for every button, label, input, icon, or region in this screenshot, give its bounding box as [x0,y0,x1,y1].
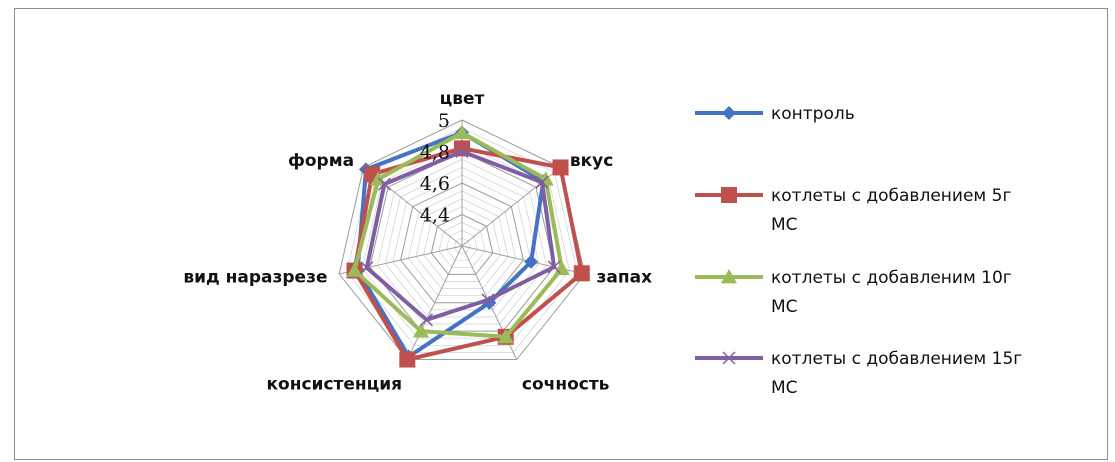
legend-label: котлеты с добавленим 10г [771,268,1012,288]
data-point [360,261,374,275]
legend-label: котлеты с добавлением 15г [771,349,1022,369]
axis-label: цвет [440,89,485,109]
data-point [573,265,590,282]
legend-label: МС [771,215,798,235]
series-line [364,149,557,322]
data-point [547,260,561,274]
data-point [481,293,495,307]
series-line [352,146,584,362]
tick-label: 4,8 [420,142,450,164]
grid-ring [423,206,501,282]
grid-ring [407,190,517,297]
axis-label: вкус [570,151,613,171]
tick-label: 4,6 [420,173,450,195]
radar-chart: 4,4 4,6 4,8 5 цвет вкус запах сочность консисте… [183,89,1022,398]
data-point [346,262,363,277]
axis-spoke [406,245,463,360]
data-point [454,124,470,139]
data-point [722,106,736,120]
data-point [419,313,433,327]
grid-ring [446,229,478,261]
grid-ring [453,237,471,254]
legend-item: котлеты с добавлением 15г МС [695,349,1022,398]
legend-label: МС [771,297,798,317]
data-point [535,175,549,189]
radar-tick-labels: 4,4 4,6 4,8 5 [420,110,450,227]
grid-ring [438,222,486,268]
axis-label: сочность [522,375,610,395]
data-point [524,254,539,269]
grid-ring [430,213,494,275]
legend-label: котлеты с добавлением 5г [771,186,1011,206]
data-point [721,269,737,284]
axis-label: вид наразрезе [183,268,327,288]
legend-item: контроль [695,104,855,124]
grid-ring [377,159,547,325]
grid-ring [400,182,524,304]
grid-ring [384,166,540,318]
legend-item: котлеты с добавленим 10г МС [695,268,1012,317]
data-point [412,323,429,338]
data-point [497,328,514,344]
series-line [352,130,564,339]
series-4 [360,144,561,327]
radar-series [346,124,590,368]
legend-item: котлеты с добавлением 5г МС [695,186,1011,235]
data-point [722,351,736,365]
data-point [552,159,569,176]
data-point [399,351,416,368]
data-point [455,144,469,159]
axis-label: запах [597,268,653,288]
radar-axis-labels: цвет вкус запах сочность консистенция вид нар… [183,89,652,395]
series-line [355,130,546,359]
tick-label: 5 [438,110,450,132]
data-point [377,177,391,191]
axis-label: форма [288,151,354,171]
grid-ring [415,198,509,289]
tick-label: 4,4 [420,205,450,227]
axis-label: консистенция [267,375,403,395]
legend-label: контроль [771,104,855,124]
legend-label: МС [771,378,798,398]
data-point [721,187,737,203]
chart-frame: 4,4 4,6 4,8 5 цвет вкус запах сочность консисте… [14,8,1108,460]
